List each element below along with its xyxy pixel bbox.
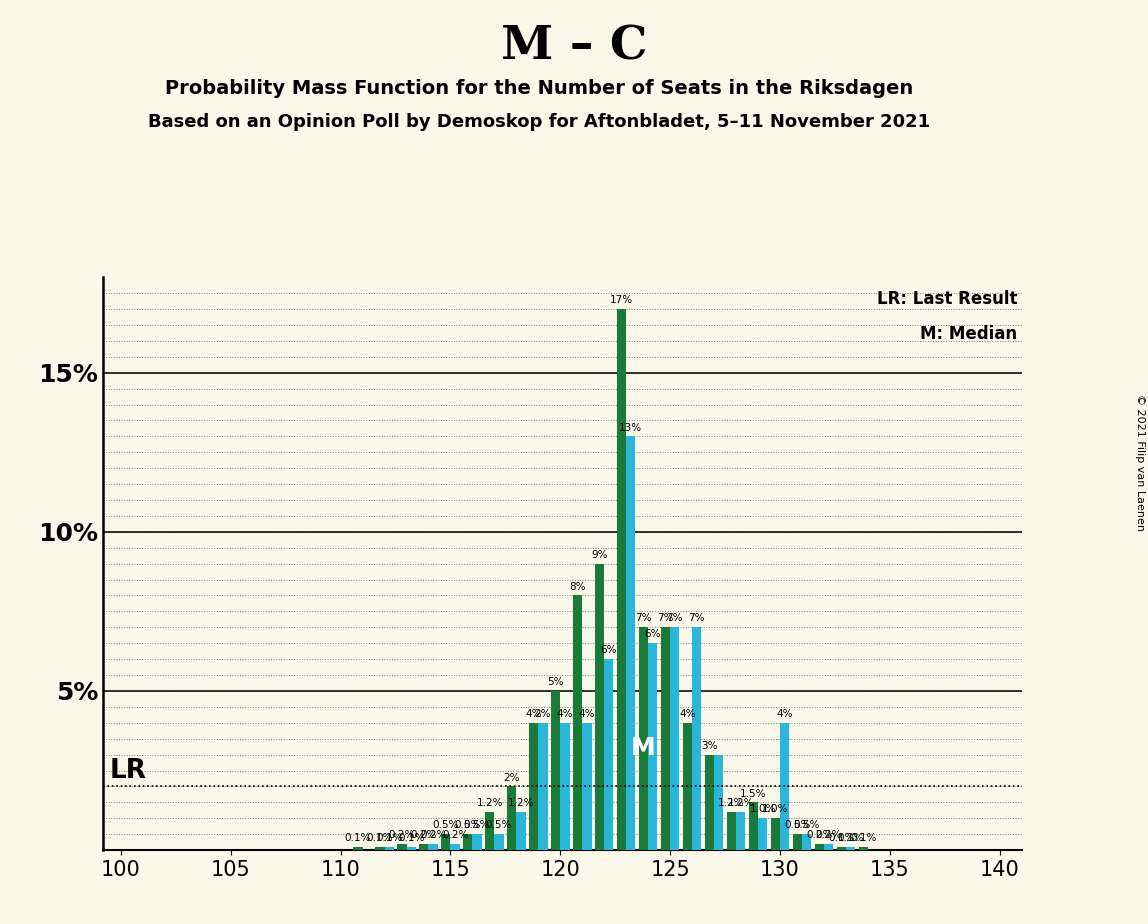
Text: 2%: 2% xyxy=(535,709,551,719)
Bar xyxy=(419,844,428,850)
Bar xyxy=(727,812,736,850)
Text: 7%: 7% xyxy=(658,614,674,624)
Bar xyxy=(815,844,824,850)
Text: 4%: 4% xyxy=(776,709,793,719)
Bar xyxy=(846,847,855,850)
Bar xyxy=(595,564,604,850)
Text: 0.1%: 0.1% xyxy=(851,833,876,843)
Bar xyxy=(616,309,627,850)
Text: 0.1%: 0.1% xyxy=(377,833,402,843)
Bar xyxy=(802,834,812,850)
Text: 9%: 9% xyxy=(591,550,608,560)
Text: 1.2%: 1.2% xyxy=(728,798,754,808)
Bar xyxy=(758,819,767,850)
Text: 1.2%: 1.2% xyxy=(719,798,745,808)
Bar xyxy=(683,723,692,850)
Text: 2%: 2% xyxy=(504,772,520,783)
Text: 0.1%: 0.1% xyxy=(837,833,863,843)
Text: 0.2%: 0.2% xyxy=(442,830,468,840)
Text: 4%: 4% xyxy=(557,709,573,719)
Bar xyxy=(495,834,504,850)
Bar xyxy=(450,844,459,850)
Text: 0.2%: 0.2% xyxy=(815,830,841,840)
Text: 0.2%: 0.2% xyxy=(411,830,437,840)
Text: 0.2%: 0.2% xyxy=(806,830,832,840)
Bar xyxy=(507,786,517,850)
Text: 3%: 3% xyxy=(701,741,718,751)
Bar xyxy=(627,436,636,850)
Bar xyxy=(661,627,670,850)
Bar xyxy=(397,844,406,850)
Text: 13%: 13% xyxy=(619,422,643,432)
Bar xyxy=(649,643,658,850)
Text: LR: Last Result: LR: Last Result xyxy=(877,290,1017,308)
Text: 0.5%: 0.5% xyxy=(433,821,459,831)
Text: 7%: 7% xyxy=(689,614,705,624)
Bar xyxy=(486,812,495,850)
Text: 4%: 4% xyxy=(680,709,696,719)
Text: 4%: 4% xyxy=(579,709,595,719)
Bar xyxy=(473,834,482,850)
Bar xyxy=(837,847,846,850)
Bar xyxy=(560,723,569,850)
Text: 17%: 17% xyxy=(610,295,634,305)
Bar xyxy=(736,812,745,850)
Bar xyxy=(705,755,714,850)
Bar xyxy=(463,834,473,850)
Text: 1.0%: 1.0% xyxy=(762,805,789,814)
Text: 8%: 8% xyxy=(569,581,585,591)
Bar xyxy=(748,802,758,850)
Bar xyxy=(517,812,526,850)
Bar xyxy=(714,755,723,850)
Bar xyxy=(385,847,394,850)
Bar xyxy=(859,847,868,850)
Text: 0.5%: 0.5% xyxy=(793,821,820,831)
Bar xyxy=(770,819,779,850)
Text: 4%: 4% xyxy=(526,709,542,719)
Text: 0.2%: 0.2% xyxy=(420,830,447,840)
Text: 0.5%: 0.5% xyxy=(455,821,481,831)
Bar xyxy=(375,847,385,850)
Text: LR: LR xyxy=(110,758,147,784)
Text: 0.1%: 0.1% xyxy=(828,833,854,843)
Text: 0.5%: 0.5% xyxy=(486,821,512,831)
Text: 0.5%: 0.5% xyxy=(784,821,810,831)
Bar xyxy=(670,627,680,850)
Text: 0.2%: 0.2% xyxy=(389,830,416,840)
Text: 5%: 5% xyxy=(548,677,564,687)
Bar xyxy=(824,844,833,850)
Text: © 2021 Filip van Laenen: © 2021 Filip van Laenen xyxy=(1135,394,1145,530)
Bar xyxy=(529,723,538,850)
Bar xyxy=(428,844,437,850)
Text: 6%: 6% xyxy=(600,645,618,655)
Bar xyxy=(692,627,701,850)
Text: 0.5%: 0.5% xyxy=(464,821,490,831)
Bar xyxy=(354,847,363,850)
Text: M: M xyxy=(631,736,656,760)
Bar xyxy=(639,627,649,850)
Text: 1.5%: 1.5% xyxy=(740,788,767,798)
Text: Probability Mass Function for the Number of Seats in the Riksdagen: Probability Mass Function for the Number… xyxy=(165,79,914,98)
Bar xyxy=(441,834,450,850)
Text: Based on an Opinion Poll by Demoskop for Aftonbladet, 5–11 November 2021: Based on an Opinion Poll by Demoskop for… xyxy=(148,113,931,130)
Text: 7%: 7% xyxy=(635,614,652,624)
Bar xyxy=(573,595,582,850)
Bar xyxy=(582,723,591,850)
Text: 6%: 6% xyxy=(644,629,661,639)
Bar xyxy=(779,723,790,850)
Bar xyxy=(538,723,548,850)
Text: M – C: M – C xyxy=(501,23,647,69)
Text: 0.1%: 0.1% xyxy=(366,833,393,843)
Text: 0.1%: 0.1% xyxy=(344,833,371,843)
Text: 1.2%: 1.2% xyxy=(507,798,534,808)
Text: M: Median: M: Median xyxy=(921,325,1017,343)
Bar xyxy=(551,691,560,850)
Text: 0.1%: 0.1% xyxy=(398,833,425,843)
Bar xyxy=(793,834,802,850)
Bar xyxy=(406,847,416,850)
Text: 1.0%: 1.0% xyxy=(750,805,776,814)
Text: 7%: 7% xyxy=(667,614,683,624)
Text: 1.2%: 1.2% xyxy=(476,798,503,808)
Bar xyxy=(604,659,613,850)
